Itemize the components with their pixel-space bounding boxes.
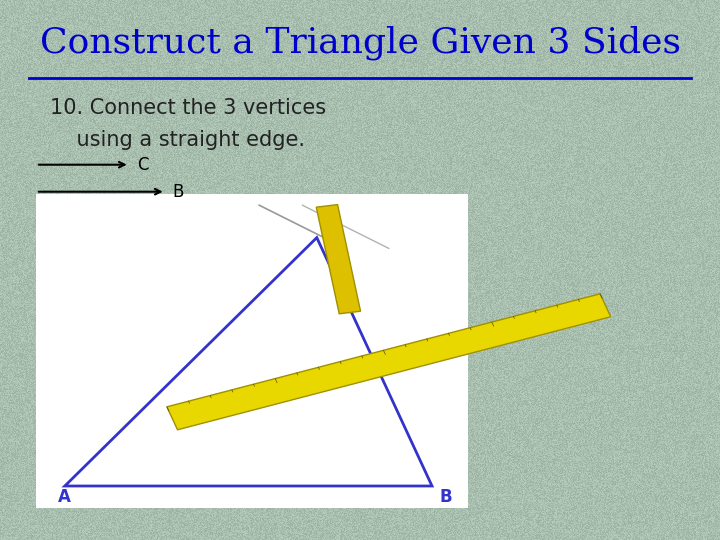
Text: B: B [439,488,452,506]
Text: 10. Connect the 3 vertices: 10. Connect the 3 vertices [50,98,327,118]
Text: using a straight edge.: using a straight edge. [50,130,305,151]
Bar [316,205,361,314]
Bar [167,294,611,430]
Text: B: B [173,183,184,201]
Text: Construct a Triangle Given 3 Sides: Construct a Triangle Given 3 Sides [40,26,680,60]
Text: C: C [137,156,148,174]
FancyBboxPatch shape [36,194,468,508]
Text: A: A [58,488,71,506]
